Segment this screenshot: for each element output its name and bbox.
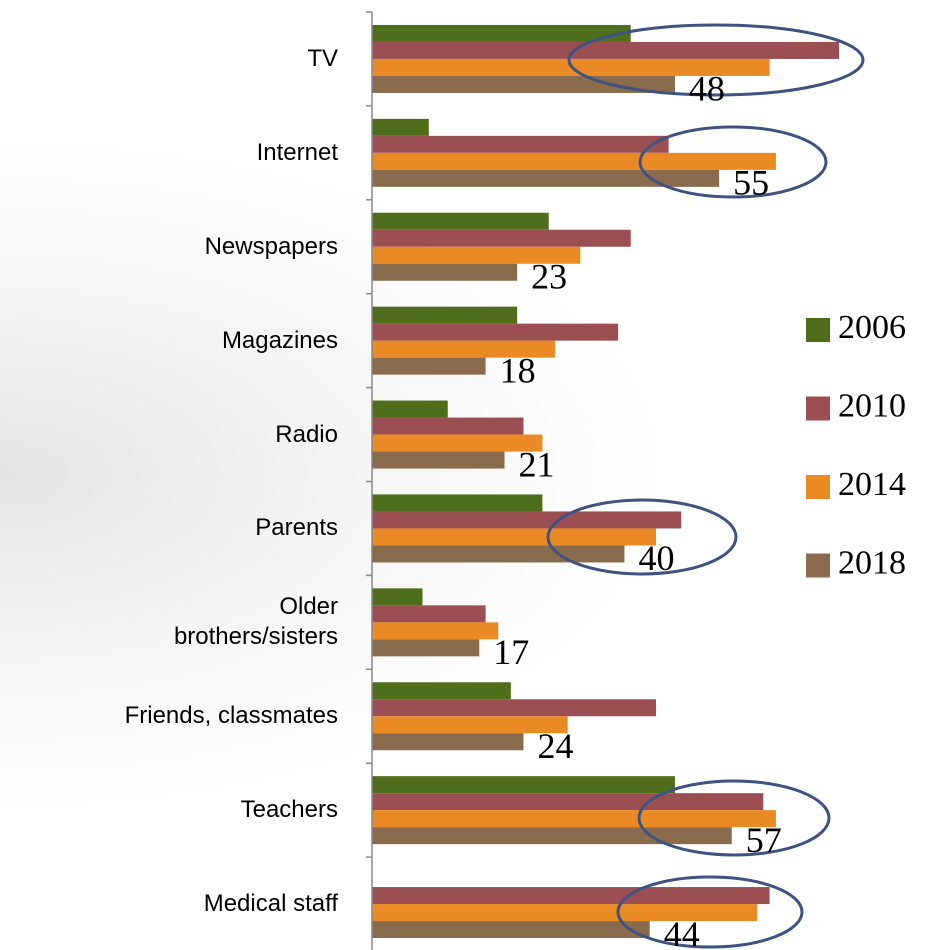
highlights	[546, 23, 865, 949]
data-label: 21	[519, 444, 555, 484]
bar	[372, 810, 776, 828]
legend-label: 2006	[838, 309, 906, 346]
category-label: Newspapers	[204, 232, 338, 260]
bar	[372, 887, 770, 905]
bar	[372, 41, 840, 59]
bar	[372, 263, 518, 281]
data-label: 17	[493, 632, 529, 672]
bar	[372, 827, 732, 845]
data-label: 40	[638, 538, 674, 578]
bar	[372, 135, 669, 153]
legend-label: 2014	[838, 466, 906, 503]
bar	[372, 793, 764, 811]
data-label: 57	[746, 820, 782, 860]
bar	[372, 152, 776, 170]
legend-swatch	[806, 553, 830, 578]
bar	[372, 340, 556, 358]
data-label: 48	[689, 69, 725, 109]
bar	[372, 528, 656, 546]
bar	[372, 588, 423, 606]
bar	[372, 306, 518, 324]
category-label: Internet	[256, 138, 338, 166]
category-label: TV	[307, 44, 338, 72]
category-label: Radio	[275, 420, 338, 448]
bar	[372, 699, 656, 717]
bar	[372, 494, 543, 512]
bar	[372, 400, 448, 418]
bar	[372, 212, 549, 230]
category-label: Older brothers/sisters	[173, 593, 338, 651]
bar	[372, 776, 675, 794]
bar	[372, 451, 505, 469]
bar	[372, 716, 568, 734]
bar	[372, 246, 581, 264]
bar	[372, 434, 543, 452]
bar	[372, 639, 480, 657]
bar	[372, 511, 682, 529]
legend-swatch	[806, 318, 830, 342]
highlight-ellipse	[638, 125, 828, 199]
data-label: 44	[664, 914, 700, 950]
bar	[372, 545, 625, 563]
bar	[372, 75, 675, 93]
category-label: Friends, classmates	[124, 702, 338, 730]
category-label: Parents	[255, 514, 338, 542]
highlight-ellipse	[637, 779, 831, 857]
bar	[372, 229, 631, 247]
bar	[372, 357, 486, 375]
bar	[372, 605, 486, 623]
legend-swatch	[806, 396, 830, 421]
bar	[372, 733, 524, 751]
legend-label: 2010	[838, 387, 906, 424]
data-label: 24	[537, 726, 573, 766]
legend-label: 2018	[838, 544, 906, 581]
data-label: 55	[733, 163, 769, 203]
legend-swatch	[806, 475, 830, 499]
bar	[372, 622, 499, 640]
category-label: Teachers	[240, 796, 338, 824]
data-label: 18	[500, 350, 536, 390]
category-label: Magazines	[221, 326, 338, 354]
highlight-ellipse	[546, 498, 738, 576]
bar	[372, 417, 524, 435]
bar	[372, 169, 720, 187]
bar	[372, 904, 757, 922]
data-label: 23	[531, 257, 567, 297]
category-label: Medical staff	[203, 890, 338, 918]
bar	[372, 682, 511, 700]
bar	[372, 921, 650, 939]
bar	[372, 323, 619, 341]
bar	[372, 24, 631, 42]
bar	[372, 118, 429, 136]
highlight-ellipse	[567, 23, 865, 97]
highlight-ellipse	[616, 875, 804, 949]
